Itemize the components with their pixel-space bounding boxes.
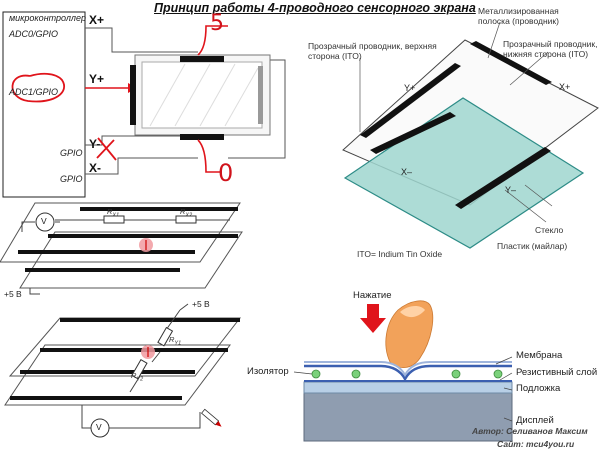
mcu-box xyxy=(2,11,86,198)
membrane-top-film xyxy=(304,361,512,378)
page-title: Принцип работы 4-проводного сенсорного э… xyxy=(154,1,476,15)
stylus-icon xyxy=(201,408,222,427)
pin-label-x-plus: X+ xyxy=(89,13,105,27)
label-x-minus: X– xyxy=(401,167,413,177)
panel-inner xyxy=(141,61,263,129)
label-ito-note: ITO= Indium Tin Oxide xyxy=(357,249,443,259)
red-x-annotation xyxy=(96,137,117,161)
pin-label-y-minus: Y- xyxy=(89,137,101,151)
annotation-five: 5 xyxy=(210,11,224,36)
circuit-x xyxy=(0,202,243,295)
mcu-label: микроконтроллер xyxy=(9,13,87,23)
port-label-gpio-1: GPIO xyxy=(60,148,83,158)
membrane-label: Мембрана xyxy=(516,350,563,361)
electrode-top xyxy=(180,56,224,62)
display-label: Дисплей xyxy=(516,415,554,426)
x-minus-strip xyxy=(370,112,456,154)
spacer-dot-3 xyxy=(451,369,461,379)
voltmeter-2-label: V xyxy=(96,422,102,432)
membrane-layer xyxy=(304,364,512,382)
port-label-gpio-2: GPIO xyxy=(60,174,83,184)
wire-x-minus xyxy=(85,157,198,175)
press-arrow xyxy=(360,304,386,333)
pin-label-y-plus: Y+ xyxy=(89,72,105,86)
voltmeter-1 xyxy=(35,212,55,232)
voltmeter-1-label: V xyxy=(41,216,47,226)
fingernail xyxy=(400,306,425,318)
spacer-dot-4 xyxy=(493,369,503,379)
site-credit: Сайт: mcu4you.ru xyxy=(497,439,575,449)
cross-section-diagram xyxy=(293,300,513,442)
y-plus-strip xyxy=(360,63,461,138)
supply-2-label: +5 В xyxy=(192,299,210,309)
port-label-adc1: ADC1/GPIO xyxy=(9,87,59,97)
x-plus-strip xyxy=(470,41,552,85)
insulator-label: Изолятор xyxy=(247,366,289,377)
electrode-bottom xyxy=(180,134,224,140)
red-circle-annotation xyxy=(11,72,65,103)
voltmeter-2 xyxy=(90,418,110,438)
substrate-label: Подложка xyxy=(516,383,561,394)
label-metal-strip: Металлизированная полоска (проводник) xyxy=(478,6,559,26)
resistor-y2 xyxy=(131,359,148,380)
wire-x-plus xyxy=(85,27,198,53)
circuit-y-plane-top xyxy=(8,317,242,377)
label-y-plus: Y+ xyxy=(404,83,416,93)
resistor-y1 xyxy=(157,326,174,347)
display-layer xyxy=(303,392,513,442)
wire-x-right xyxy=(228,59,286,159)
voltmeter-2-wire xyxy=(81,405,201,429)
label-x-plus: X+ xyxy=(559,82,571,92)
red-bracket-bottom xyxy=(197,139,222,173)
layers-3d-diagram xyxy=(342,21,599,249)
resistor-x2-label: RX2 xyxy=(180,207,193,219)
spacer-dot-1 xyxy=(311,369,321,379)
electrode-left xyxy=(130,65,136,125)
annotation-zero: 0 xyxy=(218,159,234,187)
circuit-y xyxy=(4,303,242,438)
red-bracket-top xyxy=(197,25,228,56)
spacer-dot-2 xyxy=(351,369,361,379)
electrode-right xyxy=(258,66,263,124)
label-bottom-conductor: Прозрачный проводник, нижняя сторона (IT… xyxy=(503,39,598,59)
resistor-y1-label: RY1 xyxy=(169,335,182,347)
supply-2-wire xyxy=(179,303,189,311)
mcu-wiring-diagram xyxy=(2,11,286,198)
author-credit: Автор: Селиванов Максим xyxy=(472,426,588,436)
voltmeter-1-wire xyxy=(21,221,60,232)
label-plastic: Пластик (майлар) xyxy=(497,241,568,251)
supply-1-label: +5 В xyxy=(4,289,22,299)
label-top-conductor: Прозрачный проводник, верхняя сторона (I… xyxy=(308,41,437,61)
finger-shape xyxy=(385,300,434,368)
label-glass: Стекло xyxy=(535,225,564,235)
label-y-minus: Y– xyxy=(505,185,517,195)
resistive-layer-label: Резистивный слой xyxy=(516,367,598,378)
circuit-x-plane-top xyxy=(0,202,241,263)
circuit-x-plane-bottom xyxy=(19,231,243,289)
y-minus-strip xyxy=(455,147,551,209)
resistor-x2 xyxy=(175,215,197,224)
resistor-x1-label: RX1 xyxy=(107,207,120,219)
wire-y-minus xyxy=(85,135,198,146)
press-label: Нажатие xyxy=(353,290,392,301)
resistor-y2-label: RY2 xyxy=(131,371,144,383)
port-label-adc0: ADC0/GPIO xyxy=(9,29,59,39)
substrate-layer xyxy=(303,381,513,394)
pin-label-x-minus: X- xyxy=(89,161,101,175)
circuit-y-plane-bottom xyxy=(4,344,231,406)
supply-1-wire xyxy=(29,288,40,295)
resistor-x1 xyxy=(103,215,125,224)
